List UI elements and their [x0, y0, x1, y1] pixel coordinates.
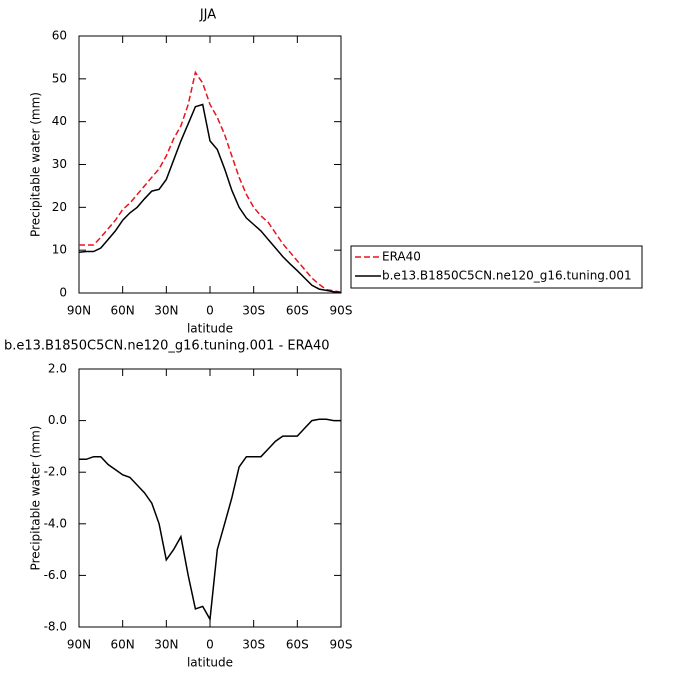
x-tick-label: 60S: [286, 304, 309, 318]
y-tick-label: -6.0: [44, 568, 67, 582]
y-tick-label: 50: [52, 71, 67, 85]
y-tick-label: 60: [52, 29, 67, 43]
series-line: [78, 103, 342, 294]
legend-frame: [350, 245, 643, 289]
x-tick-label: 0: [206, 638, 214, 652]
plot-frame: [78, 35, 342, 294]
x-axis-label: latitude: [187, 656, 233, 670]
series-line: [79, 70, 342, 293]
y-tick-label: 40: [52, 114, 67, 128]
series-line: [79, 418, 341, 622]
x-tick-label: 60N: [111, 304, 135, 318]
y-tick-label: -4.0: [44, 516, 67, 530]
x-tick-label: 30S: [242, 638, 265, 652]
x-tick-label: 30S: [242, 304, 265, 318]
x-tick-label: 90S: [330, 304, 353, 318]
x-axis-label: latitude: [187, 322, 233, 336]
x-tick-label: 60N: [111, 638, 135, 652]
legend-label: b.e13.B1850C5CN.ne120_g16.tuning.001: [382, 269, 632, 283]
legend-label: ERA40: [382, 250, 421, 264]
x-tick-label: 60S: [286, 638, 309, 652]
y-tick-label: 0.0: [48, 413, 67, 427]
y-axis-label: Precipitable water (mm): [29, 426, 43, 571]
y-tick-label: 10: [52, 243, 67, 257]
x-tick-label: 30N: [154, 304, 178, 318]
chart-title: b.e13.B1850C5CN.ne120_g16.tuning.001 - E…: [4, 339, 330, 354]
x-tick-label: 90N: [67, 304, 91, 318]
y-tick-label: -2.0: [44, 465, 67, 479]
y-tick-label: 2.0: [48, 362, 67, 376]
x-tick-label: 90S: [330, 638, 353, 652]
x-tick-label: 0: [206, 304, 214, 318]
y-tick-label: 0: [59, 286, 67, 300]
y-tick-label: 20: [52, 200, 67, 214]
y-axis-label: Precipitable water (mm): [29, 92, 43, 237]
chart-title: JJA: [199, 8, 216, 23]
x-tick-label: 90N: [67, 638, 91, 652]
x-tick-label: 30N: [154, 638, 178, 652]
plot-frame: [78, 368, 342, 628]
y-tick-label: -8.0: [44, 620, 67, 634]
y-tick-label: 30: [52, 157, 67, 171]
